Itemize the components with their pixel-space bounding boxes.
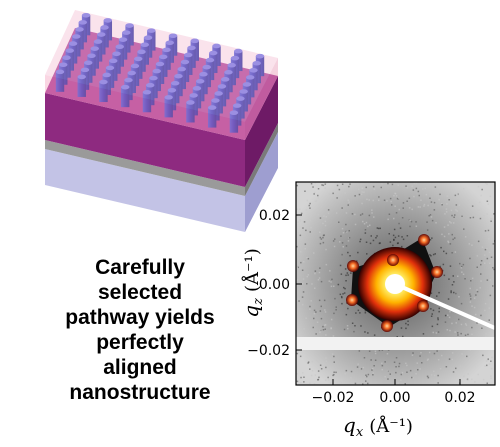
scattering-pattern-plot: 0.02 0.00 −0.02 −0.02 0.00 0.02 qx (Å⁻¹) … xyxy=(239,181,496,440)
y-tick-label: 0.00 xyxy=(259,277,290,293)
nanocylinder xyxy=(186,100,195,123)
nanocylinder xyxy=(164,95,173,118)
y-axis-label: qz(Å⁻¹) xyxy=(239,248,266,317)
caption-text: Carefully selected pathway yields perfec… xyxy=(40,255,240,405)
nanocylinder xyxy=(121,84,130,108)
grey-layer-front xyxy=(45,140,245,196)
bragg-peak xyxy=(346,294,358,306)
caption-line: selected xyxy=(97,281,183,304)
bragg-peak xyxy=(347,260,359,272)
nanostructure-block-illustration xyxy=(45,10,278,232)
direct-beam xyxy=(385,274,405,294)
coating-side-face xyxy=(245,58,278,140)
bragg-peak xyxy=(418,234,430,246)
nanocylinder xyxy=(207,105,217,128)
caption-line: perfectly xyxy=(96,331,184,354)
y-tick-label: −0.02 xyxy=(247,343,290,359)
substrate-front-face xyxy=(45,149,245,232)
x-axis-label: qx (Å⁻¹) xyxy=(343,413,413,440)
nanocylinder xyxy=(229,110,239,133)
nanocylinder xyxy=(142,89,152,113)
beam-streak xyxy=(394,282,495,330)
nanocylinder xyxy=(77,74,86,97)
bragg-peak xyxy=(417,300,429,312)
grey-layer-side xyxy=(245,123,278,196)
film-front-face xyxy=(45,93,245,187)
coating-top-face xyxy=(45,10,278,122)
caption-line: aligned xyxy=(103,356,177,379)
hexagonal-bragg-peaks xyxy=(346,234,443,332)
caption-line: nanostructure xyxy=(69,381,211,404)
y-tick-label: 0.02 xyxy=(259,208,290,224)
x-tick-label: 0.00 xyxy=(379,390,410,406)
bragg-peak xyxy=(381,320,393,332)
beamstop-gap xyxy=(296,337,495,350)
coating-front-face xyxy=(45,75,245,140)
nanocylinder xyxy=(99,79,108,103)
caption-line: Carefully xyxy=(95,256,185,279)
film-side-face xyxy=(245,76,278,187)
x-tick-label: −0.02 xyxy=(312,390,355,406)
caption-line: pathway yields xyxy=(65,306,215,329)
bragg-peak xyxy=(387,254,399,266)
substrate-side-face xyxy=(245,132,278,232)
bragg-peak xyxy=(431,266,443,278)
x-tick-label: 0.02 xyxy=(444,390,475,406)
nanocylinder xyxy=(55,69,65,92)
